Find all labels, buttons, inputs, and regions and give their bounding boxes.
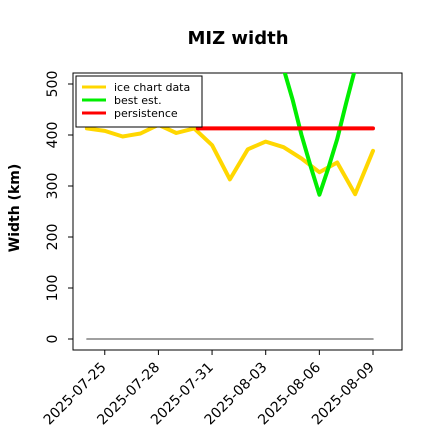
y-tick-label: 200 <box>45 224 61 251</box>
y-tick-label: 400 <box>45 122 61 149</box>
legend-label: persistence <box>114 107 178 120</box>
legend-label: ice chart data <box>114 81 190 94</box>
series-line-best-est <box>282 73 357 197</box>
y-tick-label: 300 <box>45 173 61 200</box>
series-layer <box>84 73 375 340</box>
chart-title: MIZ width <box>187 28 288 49</box>
y-tick-label: 100 <box>45 275 61 302</box>
series-line-ice-chart-data <box>84 122 375 197</box>
legend-label: best est. <box>114 94 162 107</box>
y-axis: 0 100 200 300 400 500 <box>45 71 73 344</box>
x-axis: 2025-07-252025-07-282025-07-312025-08-03… <box>41 350 378 428</box>
y-tick-label: 500 <box>45 71 61 98</box>
y-axis-label: Width (km) <box>7 164 23 253</box>
y-tick-label: 0 <box>45 335 61 344</box>
